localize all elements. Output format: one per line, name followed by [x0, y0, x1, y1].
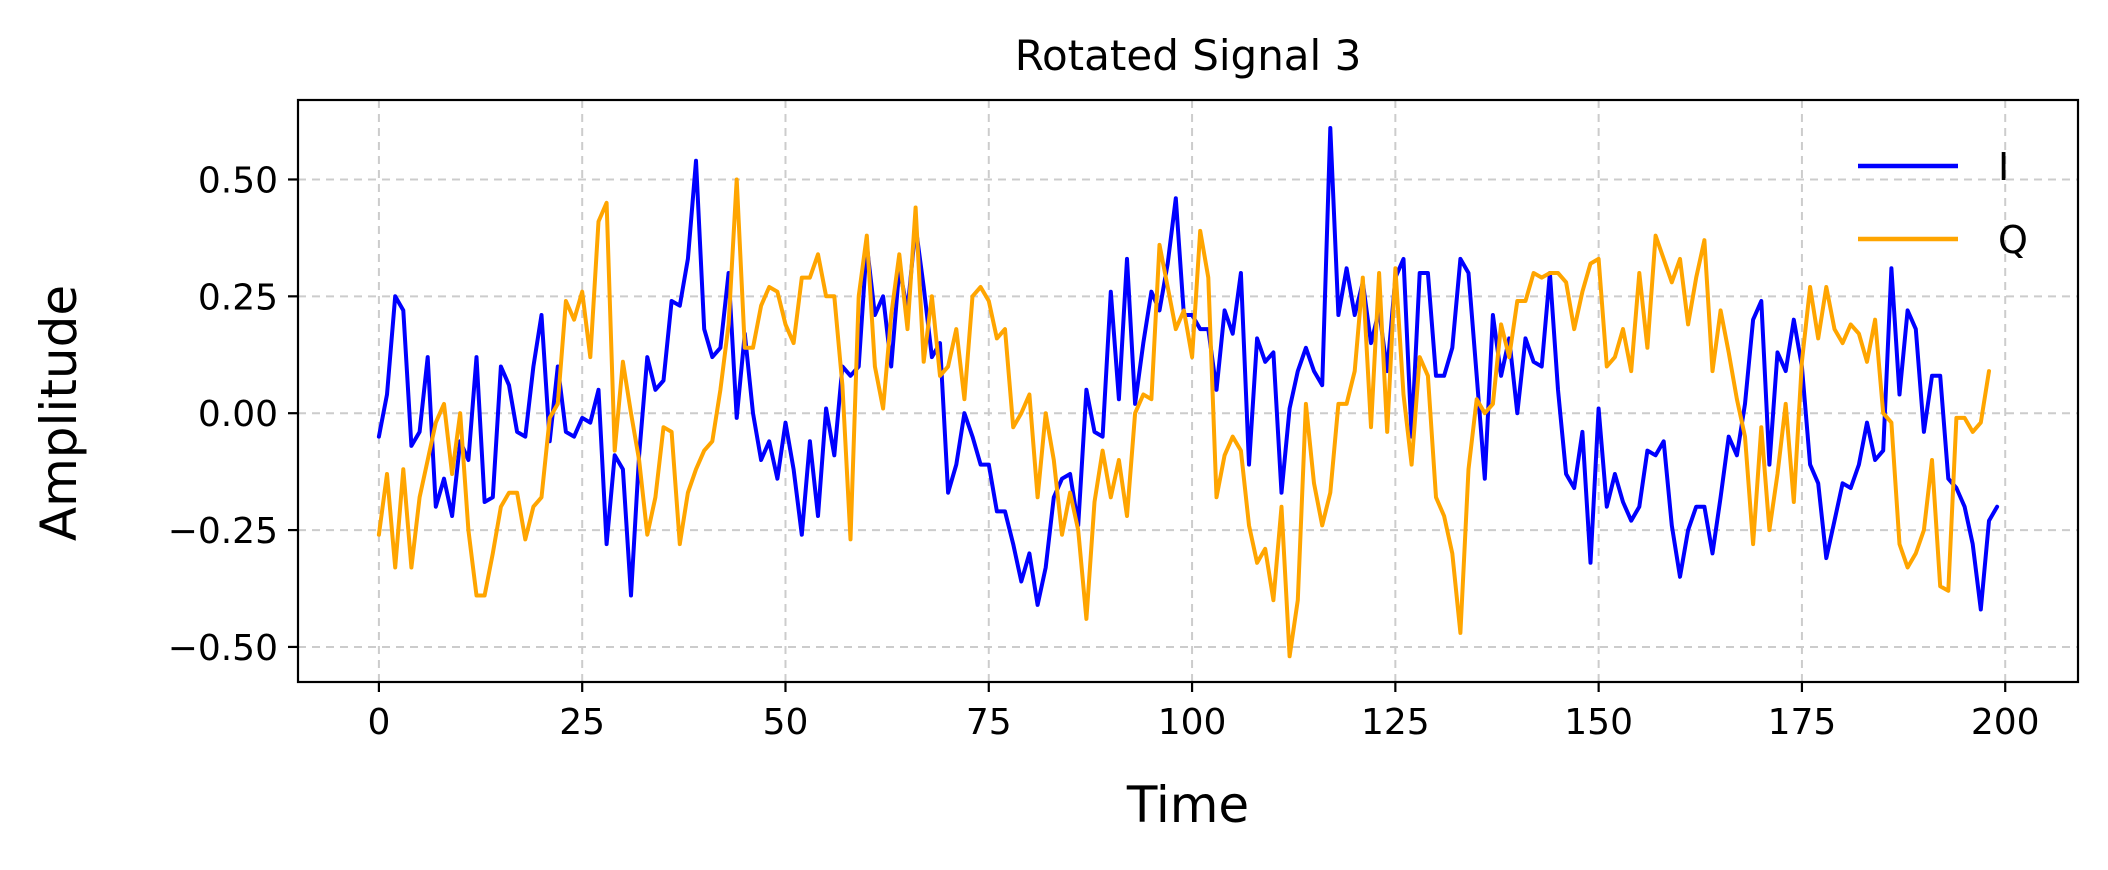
x-tick-label: 200: [1971, 702, 2040, 743]
chart-title: Rotated Signal 3: [1015, 31, 1362, 80]
legend-label-q: Q: [1998, 218, 2028, 262]
y-tick-label: 0.00: [198, 394, 278, 435]
series-line-i: [376, 126, 2000, 612]
x-tick-label: 0: [367, 702, 390, 743]
x-tick-label: 75: [966, 702, 1012, 743]
x-tick-label: 100: [1158, 702, 1227, 743]
series-line-q: [376, 177, 1991, 659]
y-tick-label: 0.50: [198, 160, 278, 201]
legend-label-i: I: [1998, 145, 2009, 189]
x-tick-label: 175: [1768, 702, 1837, 743]
x-tick-label: 25: [559, 702, 605, 743]
x-axis-label: Time: [1126, 776, 1249, 834]
plot-frame: [296, 98, 2080, 684]
y-tick-label: 0.25: [198, 277, 278, 318]
x-tick-label: 150: [1564, 702, 1633, 743]
y-tick-label: −0.25: [168, 511, 278, 552]
y-axis-label: Amplitude: [30, 285, 88, 541]
x-tick-label: 50: [763, 702, 809, 743]
y-tick-label: −0.50: [168, 628, 278, 669]
ticks: 0 25 50 75 100 125 150 175 200 −0.50 −0.25 0.00 0.25…: [168, 160, 2040, 743]
grid: [298, 100, 2078, 682]
legend: IQ: [1858, 145, 2028, 262]
x-tick-label: 125: [1361, 702, 1430, 743]
series-layer: [376, 126, 2000, 659]
